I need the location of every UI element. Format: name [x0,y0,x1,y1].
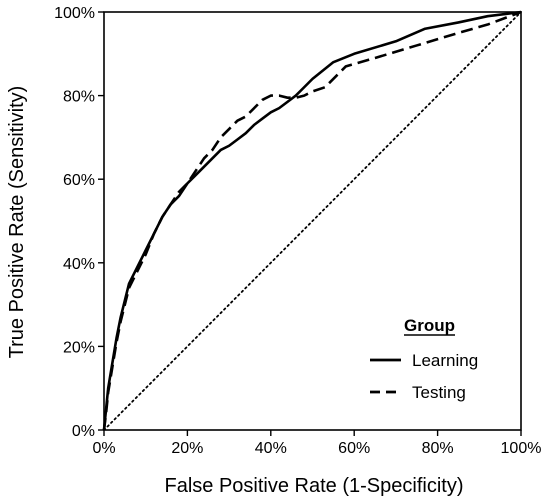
y-tick-label: 100% [54,5,95,22]
y-tick-label: 80% [63,89,95,106]
y-tick-label: 0% [72,423,95,440]
plot-area [102,10,522,431]
x-tick-label: 60% [338,440,370,457]
reference-diagonal-line [103,11,522,431]
axes: 0% 20% 40% 60% 80% 100% 0% 20% 40% 60% 80% 100% [54,5,541,457]
legend-title: Group [404,316,455,335]
legend-label-testing: Testing [412,383,466,402]
x-tick-label: 80% [422,440,454,457]
y-axis-title: True Positive Rate (Sensitivity) [6,86,28,359]
y-tick-label: 20% [63,339,95,356]
x-tick-label: 100% [501,440,542,457]
legend-label-learning: Learning [412,351,478,370]
y-tick-label: 40% [63,256,95,273]
plot-frame [103,11,522,431]
x-tick-label: 0% [92,440,115,457]
x-tick-label: 40% [255,440,287,457]
x-tick-label: 20% [171,440,203,457]
x-axis-title: False Positive Rate (1-Specificity) [165,475,464,497]
series-line-testing [102,10,522,431]
legend: Group Learning Testing [370,316,478,402]
y-tick-label: 60% [63,172,95,189]
